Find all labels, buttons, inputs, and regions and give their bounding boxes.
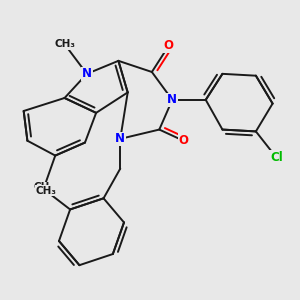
Text: N: N — [115, 132, 125, 146]
Text: N: N — [82, 67, 92, 80]
Text: O: O — [164, 40, 174, 52]
Text: CH₃: CH₃ — [35, 186, 56, 196]
Text: Cl: Cl — [270, 151, 283, 164]
Text: CH₃: CH₃ — [34, 182, 55, 192]
Text: O: O — [178, 134, 188, 147]
Text: CH₃: CH₃ — [54, 39, 75, 49]
Text: N: N — [167, 93, 177, 106]
